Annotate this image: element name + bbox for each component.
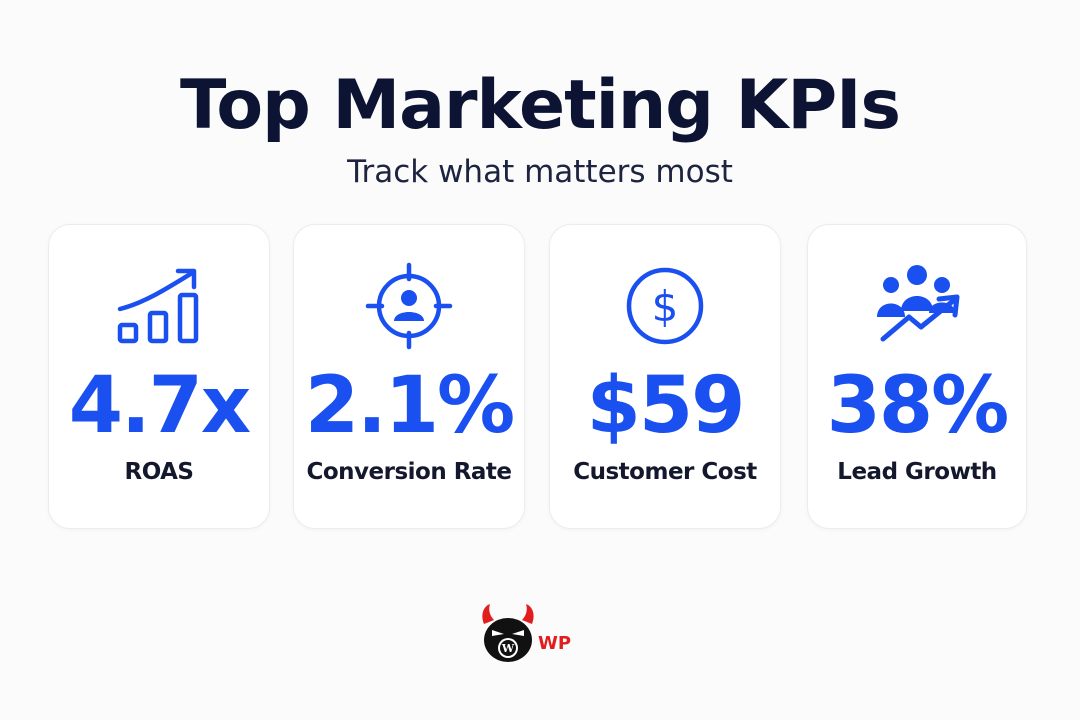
kpi-label: ROAS: [124, 459, 194, 485]
logo-text: WP: [538, 633, 572, 654]
page-subtitle: Track what matters most: [347, 154, 733, 190]
kpi-card-customer-cost: $ $59 Customer Cost: [549, 224, 781, 529]
group-growth-icon: [808, 261, 1026, 351]
target-person-icon: [294, 261, 524, 351]
dollar-circle-icon: $: [550, 261, 780, 351]
svg-text:$: $: [652, 282, 679, 331]
bar-chart-growth-icon: [49, 261, 269, 351]
kpi-value: 4.7x: [68, 361, 252, 451]
kpi-card-lead-growth: 38% Lead Growth: [807, 224, 1027, 529]
kpi-value: 38%: [826, 361, 1010, 451]
kpi-label: Customer Cost: [573, 459, 757, 485]
kpi-label: Lead Growth: [837, 459, 997, 485]
devil-mascot-logo: W: [478, 602, 588, 664]
kpi-value: $59: [586, 361, 746, 451]
svg-text:W: W: [501, 642, 515, 655]
kpi-value: 2.1%: [304, 361, 515, 451]
page-title: Top Marketing KPIs: [180, 66, 901, 145]
kpi-label: Conversion Rate: [306, 459, 512, 485]
kpi-card-roas: 4.7x ROAS: [48, 224, 270, 529]
kpi-card-conversion-rate: 2.1% Conversion Rate: [293, 224, 525, 529]
